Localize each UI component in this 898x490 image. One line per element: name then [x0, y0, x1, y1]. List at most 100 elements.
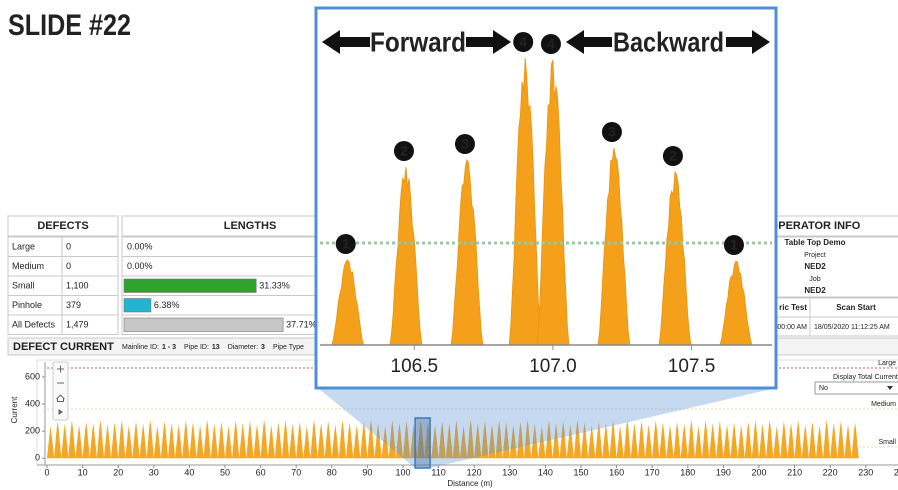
header-fields: Mainline ID: 1 - 3 Pipe ID: 13 Diameter: 3 Pip… [122, 344, 304, 351]
spike [317, 422, 325, 459]
spike [281, 420, 290, 459]
x-tick-label: 80 [327, 467, 337, 477]
spike [666, 425, 674, 459]
column-header: Scan Start [836, 303, 876, 312]
spike [346, 422, 354, 459]
y-axis-label: Current [10, 396, 19, 423]
arrow-left [566, 30, 612, 54]
spike [509, 425, 517, 459]
spike [196, 425, 204, 459]
spike [452, 420, 460, 459]
spike [139, 423, 147, 459]
spike [103, 424, 112, 459]
point-label: 4 [547, 36, 555, 52]
zoom-home[interactable] [56, 394, 65, 402]
row-label: All Defects [12, 319, 56, 329]
spike [153, 425, 161, 459]
bar-label: 37.71% [286, 319, 317, 329]
spike [716, 420, 724, 459]
field-value: 13 [212, 344, 220, 351]
point-label: 3 [608, 124, 616, 140]
spike [702, 420, 710, 459]
row-label: Large [12, 241, 35, 251]
slide-title: SLIDE #22 [8, 9, 131, 42]
spike [395, 422, 404, 459]
column-header: ric Test [779, 303, 807, 312]
row-value: 1,100 [66, 280, 89, 290]
spike [751, 420, 760, 459]
field-label: Pipe ID: [184, 344, 209, 351]
spike [467, 419, 475, 459]
table-cell [809, 316, 898, 337]
point-label: 2 [400, 143, 408, 159]
spike [367, 419, 375, 459]
x-tick-label: 240 [894, 467, 898, 477]
zoom-pan[interactable] [58, 409, 64, 415]
spike [438, 421, 446, 459]
field-label: Mainline ID: [122, 344, 159, 351]
spike [146, 419, 154, 459]
peak [331, 259, 365, 346]
project-name: Table Top Demo [784, 238, 845, 247]
row-value: 379 [66, 300, 81, 310]
peak [389, 166, 423, 346]
spike [552, 422, 560, 459]
spike [431, 425, 439, 459]
spike [267, 425, 275, 459]
spike [46, 425, 55, 459]
spike [595, 421, 603, 459]
bar [123, 278, 257, 293]
spike [338, 420, 347, 459]
spike [417, 419, 425, 459]
spike [830, 422, 838, 459]
zoom-inset: Forward Backward 1 2 3 4 4 3 2 1 106.5 107.0 107.5 [314, 6, 778, 390]
x-tick-label: 10 [78, 467, 88, 477]
spike [175, 424, 183, 459]
spike [680, 423, 688, 459]
spike [495, 420, 503, 459]
y-tick-label: 200 [25, 425, 40, 435]
x-tick-label: 160 [609, 467, 624, 477]
spike [815, 425, 824, 459]
spike [687, 419, 695, 459]
row-label: Pinhole [12, 300, 42, 310]
select[interactable] [814, 381, 898, 395]
x-tick-label: 120 [467, 467, 482, 477]
bar-label: 0.00% [127, 241, 153, 251]
field-label: Project [804, 252, 826, 259]
spike [224, 425, 233, 459]
spike [331, 424, 339, 459]
x-tick-label: 90 [362, 467, 372, 477]
zoom-in[interactable] [57, 365, 64, 373]
spike [274, 422, 282, 459]
spike [573, 419, 582, 459]
cell-text: 18/05/2020 11:12:25 AM [814, 324, 890, 331]
peak [597, 147, 631, 346]
table-header: OPERATOR INFO [770, 220, 861, 232]
threshold-label: Small [878, 439, 896, 446]
spike [260, 419, 268, 459]
x-tick-label: 170 [645, 467, 660, 477]
spike [324, 420, 332, 459]
threshold-label: Medium [871, 401, 896, 408]
field-label: Pipe Type [273, 344, 304, 351]
arrow-left [322, 30, 370, 54]
spike [602, 423, 610, 459]
point-label: 2 [669, 148, 677, 164]
spike [645, 424, 653, 459]
section-title: DEFECT CURRENT [13, 341, 114, 353]
spike [623, 419, 631, 459]
spike [89, 422, 97, 459]
row-value: 1,479 [66, 319, 89, 329]
zoom-lens [318, 388, 776, 469]
spike [823, 419, 831, 459]
spike [303, 425, 311, 459]
spike [96, 419, 104, 459]
annotation: Backward [613, 26, 724, 57]
spike [630, 422, 638, 459]
zoom-toolbar [52, 361, 69, 421]
spike [730, 422, 738, 459]
field-value: 3 [261, 344, 265, 351]
spike [545, 420, 553, 459]
peak [658, 170, 692, 346]
